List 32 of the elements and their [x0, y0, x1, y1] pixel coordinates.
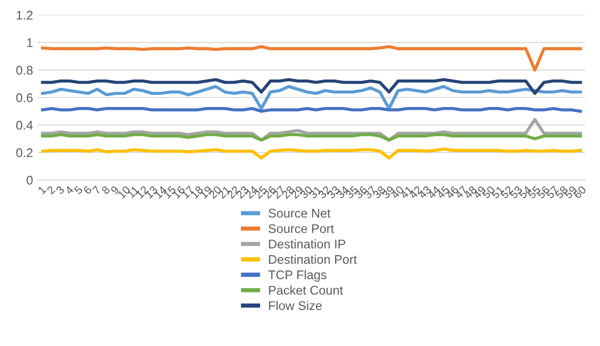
y-tick-label: 0: [26, 176, 33, 185]
x-tick-label: 1: [38, 186, 46, 194]
y-tick-label: 1.2: [16, 10, 33, 20]
legend-label: Destination IP: [269, 239, 346, 248]
x-tick-label: 20: [208, 185, 222, 199]
line-series: [41, 148, 582, 160]
y-tick-label: 0.8: [16, 66, 33, 75]
line-series: [41, 84, 582, 110]
x-tick-label: 8: [101, 185, 110, 195]
x-tick-label: 18: [190, 185, 204, 199]
x-tick-label: 10: [117, 185, 131, 199]
x-tick-label: 30: [299, 185, 314, 200]
legend-label: Packet Count: [269, 285, 343, 295]
y-tick-label: 1: [27, 38, 33, 48]
legend-label: Source Net: [268, 208, 330, 218]
y-tick-label: 0.4: [16, 120, 33, 130]
x-tick-label: 60: [573, 185, 587, 199]
legend-label: Destination Port: [269, 254, 357, 264]
legend-label: TCP Flags: [268, 270, 326, 282]
legend-label: Flow Size: [269, 300, 322, 310]
x-tick-label: 5: [74, 185, 83, 195]
y-tick-label: 0.2: [16, 148, 33, 158]
line-series: [41, 78, 582, 95]
x-tick-label: 7: [92, 186, 102, 195]
legend-label: Source Port: [268, 224, 334, 234]
x-tick-label: 4: [64, 185, 74, 195]
x-tick-label: 9: [110, 185, 120, 195]
x-tick-label: 6: [82, 185, 92, 195]
x-tick-label: 3: [55, 185, 65, 195]
x-tick-label: 2: [46, 185, 56, 195]
y-tick-label: 0.6: [16, 93, 33, 102]
line-series: [41, 45, 582, 72]
